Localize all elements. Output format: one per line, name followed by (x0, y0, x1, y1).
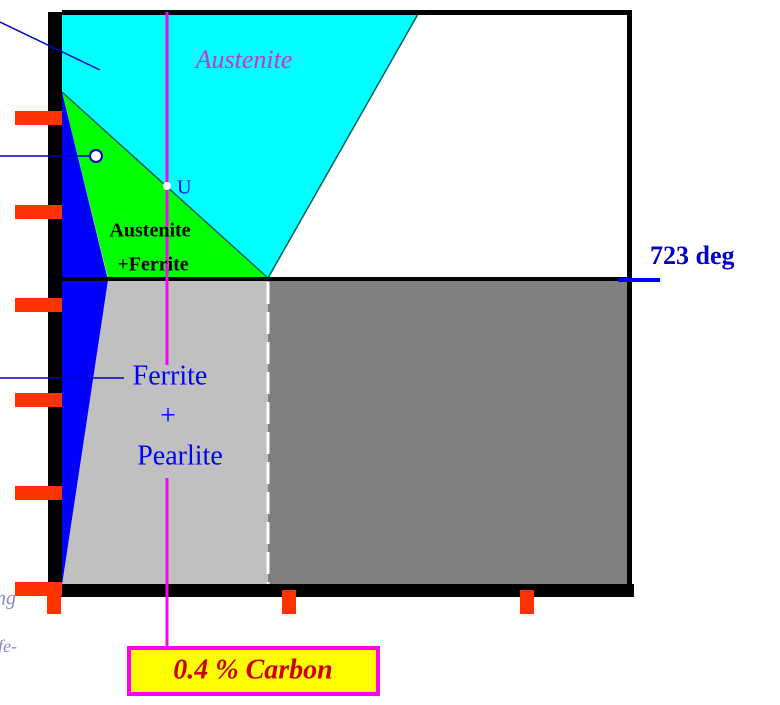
austenite-region (62, 14, 418, 278)
austenite-ferrite-label: Austenite (109, 220, 190, 242)
point-u (163, 182, 171, 190)
ferrite-pearlite-region (62, 280, 268, 585)
tick (282, 590, 296, 614)
bottom-axis (48, 584, 634, 597)
carbon-label: 0.4 % Carbon (173, 654, 332, 685)
tick (15, 298, 62, 312)
tick (520, 590, 534, 614)
point-label: U (177, 177, 192, 199)
leader-line (0, 21, 101, 71)
leader-lines (0, 21, 124, 379)
tick (15, 393, 62, 407)
carbon-box (127, 646, 380, 696)
austenite-ferrite-label: +Ferrite (117, 254, 188, 276)
cut-label: fe- (0, 636, 17, 656)
ferrite-pearlite-label: + (160, 400, 176, 431)
ferrite-pearlite-label: Pearlite (137, 440, 223, 471)
ferrite-region (62, 92, 108, 585)
marker (89, 149, 103, 163)
tick (15, 205, 62, 219)
pearlite-region (268, 280, 628, 585)
ticks (15, 111, 534, 614)
boundary-line (267, 13, 419, 279)
tick (15, 486, 62, 500)
ferrite-pearlite-label: Ferrite (133, 360, 208, 391)
tick (15, 111, 62, 125)
top-border (62, 10, 632, 15)
austenite-label: Austenite (194, 45, 293, 74)
temperature-label: 723 deg (650, 241, 735, 270)
cut-label: ng (0, 588, 16, 610)
tick (47, 590, 61, 614)
right-border (627, 10, 632, 597)
